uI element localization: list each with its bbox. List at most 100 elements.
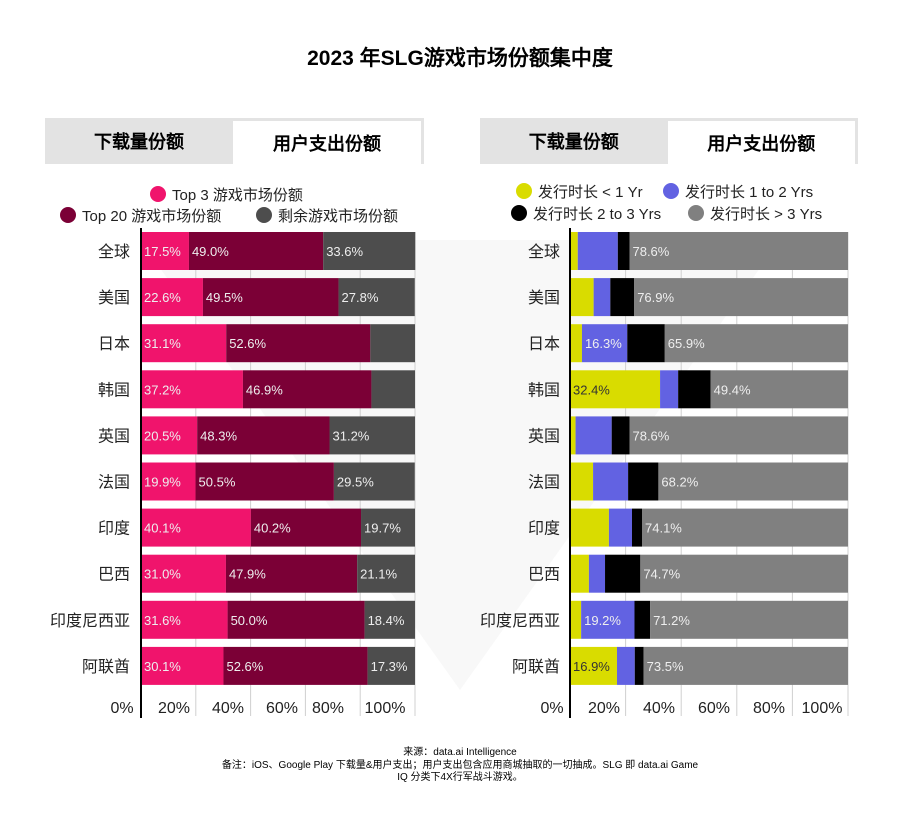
bar-segment [570, 554, 589, 593]
data-label: 19.9% [144, 475, 181, 490]
x-tick-label: 40% [643, 700, 675, 717]
data-label: 49.0% [192, 244, 229, 259]
data-label: 16.3% [585, 336, 622, 351]
data-label: 76.9% [637, 290, 674, 305]
bar-segment [361, 508, 415, 547]
bar-segment [593, 462, 629, 501]
data-label: 40.1% [144, 521, 181, 536]
bar-segment [141, 462, 196, 501]
bar-segment [141, 600, 228, 639]
x-tick-label: 0% [110, 700, 133, 717]
bar-segment [338, 278, 415, 317]
left-tab-downloads[interactable]: 下载量份额 [94, 132, 184, 152]
category-label: 巴西 [98, 567, 130, 584]
bar-segment [710, 370, 848, 409]
legend-label: 发行时长 > 3 Yrs [710, 206, 822, 223]
bar-segment [616, 646, 635, 685]
bar-segment [202, 278, 339, 317]
left-tab-bar: 下载量份额 用户支出份额 [45, 118, 424, 164]
x-tick-label: 40% [212, 700, 244, 717]
bar-segment [371, 370, 415, 409]
right-tab-downloads[interactable]: 下载量份额 [528, 132, 619, 152]
bar-segment [570, 370, 661, 409]
data-label: 47.9% [229, 567, 266, 582]
bar-segment [678, 370, 711, 409]
data-label: 31.6% [144, 613, 181, 628]
data-label: 17.3% [371, 659, 408, 674]
bar-segment [333, 462, 415, 501]
category-label: 阿联酋 [512, 658, 560, 676]
bar-segment [634, 600, 651, 639]
category-label: 全球 [98, 243, 130, 261]
bar-segment [329, 416, 415, 455]
bar-segment [570, 600, 582, 639]
data-label: 48.3% [200, 428, 237, 443]
category-label: 美国 [98, 289, 130, 307]
bar-segment [660, 370, 679, 409]
bar-segment [650, 600, 848, 639]
bar-segment [250, 508, 362, 547]
category-label: 美国 [528, 289, 560, 307]
bar-segment [577, 232, 618, 270]
bar-segment [608, 508, 632, 547]
data-label: 49.5% [206, 290, 243, 305]
category-label: 日本 [98, 335, 130, 353]
data-label: 30.1% [144, 659, 181, 674]
bar-segment [223, 646, 368, 685]
x-tick-label: 100% [365, 700, 406, 717]
page-title: 2023 年SLG游戏市场份额集中度 [307, 47, 613, 70]
bar-segment [367, 646, 415, 685]
bar-segment [195, 462, 334, 501]
source-note: 来源：data.ai Intelligence [403, 747, 517, 758]
data-label: 68.2% [661, 475, 698, 490]
bar-segment [226, 324, 371, 363]
bar-segment [611, 416, 630, 455]
data-label: 19.2% [584, 613, 621, 628]
data-label: 50.0% [231, 613, 268, 628]
bar-segment [581, 324, 628, 363]
legend-marker-3 [688, 205, 704, 221]
right-tab-user-spend[interactable]: 用户支出份额 [667, 121, 855, 164]
legend-marker-1 [663, 183, 679, 199]
bar-segment [570, 324, 582, 363]
data-label: 31.0% [144, 567, 181, 582]
right-tab-bar: 下载量份额 用户支出份额 [480, 118, 858, 164]
category-label: 印度 [528, 520, 560, 538]
footnote-line-2: IQ 分类下4X行军战斗游戏。 [397, 772, 523, 783]
bar-segment [141, 324, 227, 363]
legend-marker-2 [256, 207, 272, 223]
bar-segment [643, 646, 848, 685]
x-tick-label: 60% [698, 700, 730, 717]
data-label: 71.2% [653, 613, 690, 628]
data-label: 73.5% [647, 659, 684, 674]
data-label: 37.2% [144, 382, 181, 397]
category-label: 日本 [528, 335, 560, 353]
bar-segment [364, 600, 415, 639]
category-label: 阿联酋 [82, 658, 130, 676]
footer: 来源：data.ai Intelligence 备注：iOS、Google Pl… [0, 747, 920, 785]
category-label: 英国 [98, 427, 130, 445]
legend-label: Top 20 游戏市场份额 [82, 208, 221, 225]
bar-segment [588, 554, 606, 593]
legend-marker-2 [511, 205, 527, 221]
bar-segment [631, 508, 643, 547]
legend-label: 发行时长 1 to 2 Yrs [685, 184, 813, 201]
data-label: 33.6% [326, 244, 363, 259]
bar-segment [610, 278, 635, 317]
data-label: 65.9% [668, 336, 705, 351]
data-label: 46.9% [246, 382, 283, 397]
data-label: 74.7% [643, 567, 680, 582]
left-tab-user-spend[interactable]: 用户支出份额 [233, 121, 421, 164]
bar-segment [634, 278, 848, 317]
data-label: 32.4% [573, 382, 610, 397]
data-label: 50.5% [199, 475, 236, 490]
data-label: 19.7% [364, 521, 401, 536]
category-label: 印度尼西亚 [50, 612, 130, 630]
bar-segment [642, 508, 848, 547]
category-label: 印度 [98, 520, 130, 538]
legend-label: 剩余游戏市场份额 [278, 207, 398, 225]
data-label: 31.1% [144, 336, 181, 351]
bar-segment [634, 646, 644, 685]
data-label: 18.4% [368, 613, 405, 628]
